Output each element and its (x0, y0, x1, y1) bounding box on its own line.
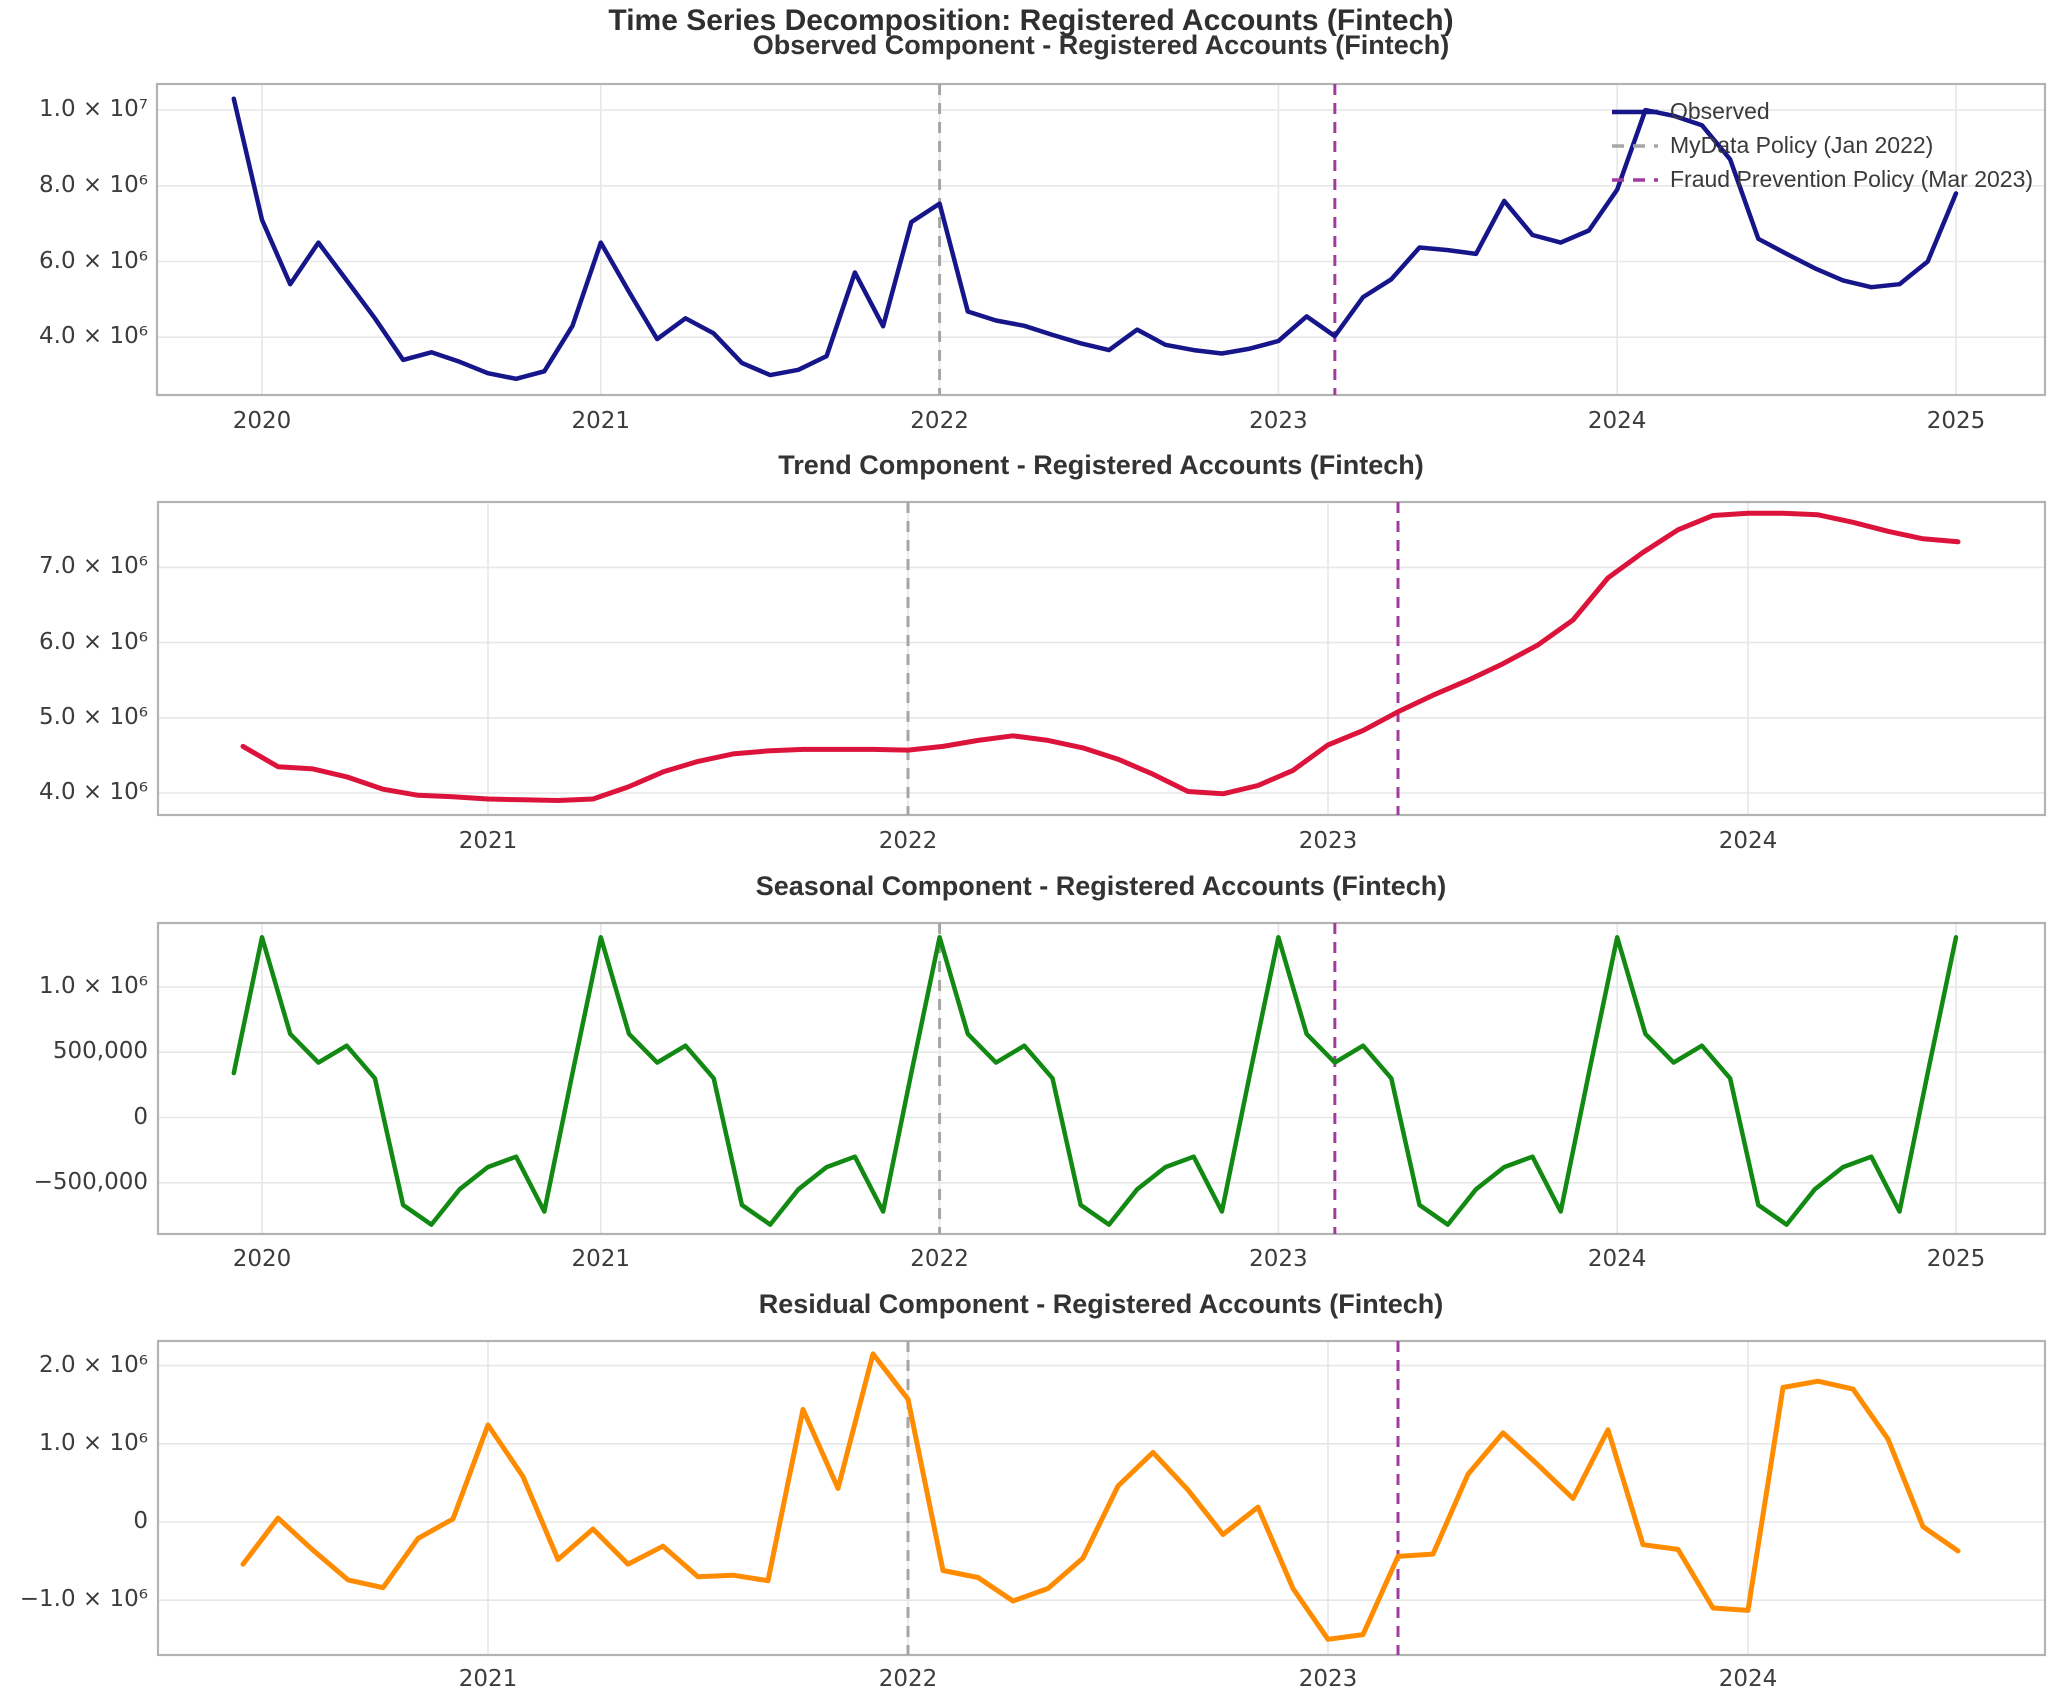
panel-title-seasonal: Seasonal Component - Registered Accounts… (755, 871, 1447, 901)
seasonal-line (231, 935, 1959, 1227)
x-tick-label: 2022 (910, 1246, 969, 1272)
y-tick-label: 8.0 × 10⁶ (39, 171, 148, 198)
panel-frame (156, 921, 2047, 1236)
x-tick-label: 2024 (1587, 408, 1647, 434)
x-tick-label: 2023 (1298, 828, 1358, 854)
x-tick-label: 2023 (1249, 1246, 1308, 1272)
x-tick-label: 2023 (1249, 408, 1308, 434)
panel-frame (156, 500, 2047, 817)
x-tick-label: 2024 (1718, 828, 1778, 854)
x-tick-label: 2021 (571, 408, 631, 434)
y-tick-label: −1.0 × 10⁶ (19, 1586, 148, 1613)
y-tick-label: −500,000 (33, 1168, 148, 1195)
y-tick-label: 0 (133, 1103, 148, 1130)
x-tick-label: 2022 (910, 408, 969, 434)
y-tick-label: 6.0 × 10⁶ (39, 628, 148, 655)
legend-item-label: MyData Policy (Jan 2022) (1670, 132, 1934, 158)
panel-residual (156, 1339, 2047, 1657)
x-tick-label: 2025 (1926, 408, 1986, 434)
x-tick-label: 2024 (1587, 1246, 1647, 1272)
panel-frame (156, 1339, 2047, 1657)
legend-item-label: Observed (1670, 98, 1770, 124)
y-tick-label: 4.0 × 10⁶ (39, 323, 148, 350)
x-tick-label: 2020 (232, 1246, 292, 1272)
y-tick-label: 1.0 × 10⁷ (39, 96, 148, 123)
x-tick-label: 2022 (878, 1666, 938, 1692)
panel-trend (156, 500, 2047, 817)
y-tick-label: 5.0 × 10⁶ (39, 703, 148, 730)
y-tick-label: 2.0 × 10⁶ (39, 1351, 148, 1378)
trend-line (240, 510, 1961, 803)
panel-title-trend: Trend Component - Registered Accounts (F… (778, 450, 1424, 480)
y-tick-label: 0 (133, 1508, 148, 1534)
y-tick-label: 6.0 × 10⁶ (39, 247, 148, 274)
x-tick-label: 2021 (458, 828, 518, 854)
y-tick-label: 4.0 × 10⁶ (39, 779, 148, 805)
panel-seasonal (156, 921, 2047, 1236)
x-tick-label: 2021 (571, 1246, 631, 1272)
panel-frame (155, 82, 2047, 397)
y-tick-label: 1.0 × 10⁶ (39, 972, 148, 999)
page-title: Time Series Decomposition: Registered Ac… (608, 4, 1454, 37)
x-tick-label: 2024 (1718, 1666, 1778, 1692)
x-tick-label: 2022 (878, 828, 938, 854)
y-tick-label: 7.0 × 10⁶ (39, 553, 148, 580)
x-tick-label: 2023 (1298, 1666, 1358, 1692)
panel-title-residual: Residual Component - Registered Accounts… (758, 1289, 1444, 1319)
panel-observed (155, 82, 2047, 397)
panel-title-observed: Observed Component - Registered Accounts… (752, 30, 1450, 60)
x-tick-label: 2020 (232, 408, 292, 434)
x-tick-label: 2025 (1926, 1246, 1986, 1272)
residual-line (240, 1351, 1961, 1642)
legend-item-label: Fraud Prevention Policy (Mar 2023) (1670, 166, 2034, 192)
observed-line (231, 96, 1959, 382)
y-tick-label: 500,000 (52, 1038, 148, 1065)
y-tick-label: 1.0 × 10⁶ (39, 1429, 148, 1456)
x-tick-label: 2021 (458, 1666, 518, 1692)
